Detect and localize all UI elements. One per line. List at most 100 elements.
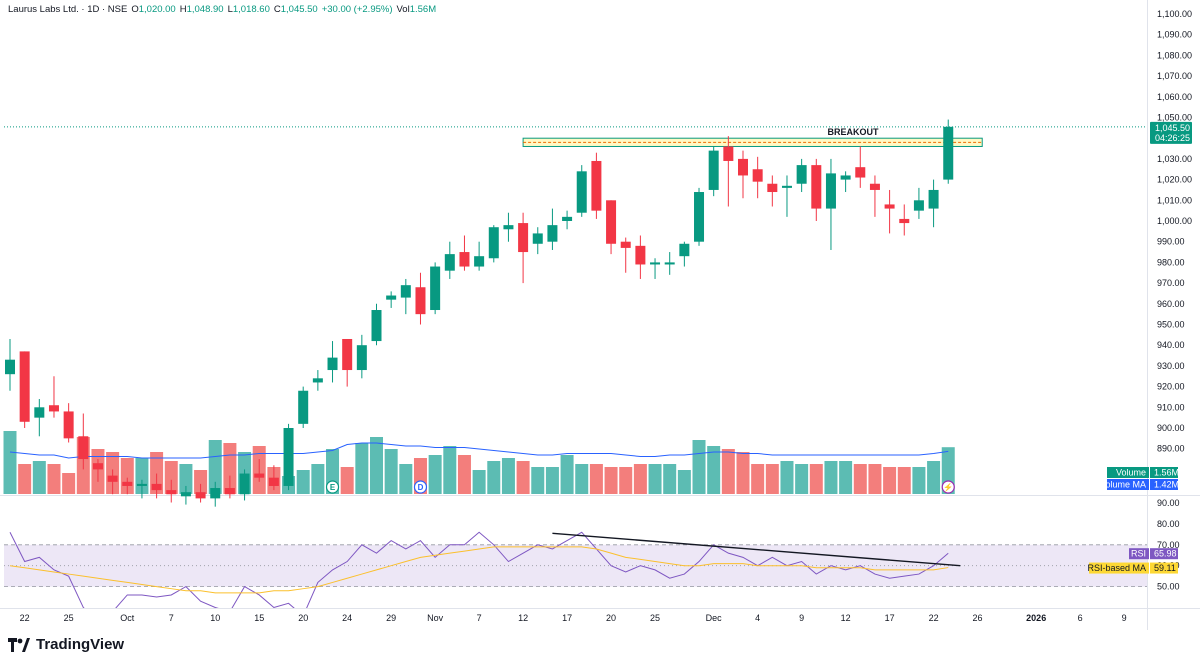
candle-body — [738, 158, 748, 176]
volume-tag-value: 1.42M — [1154, 480, 1179, 490]
candle — [738, 150, 748, 199]
candle-body — [943, 126, 954, 180]
volume-bar — [62, 473, 76, 494]
candle-body — [224, 488, 235, 495]
volume-bar — [736, 452, 750, 494]
volume-bar — [311, 464, 325, 494]
time-tick-label: 24 — [342, 613, 352, 623]
candle — [48, 376, 59, 418]
event-marker[interactable]: D — [413, 480, 428, 494]
last-price-value: 1,045.50 — [1155, 123, 1190, 133]
price-tick-label: 1,080.00 — [1157, 50, 1192, 60]
candle-body — [180, 492, 191, 497]
vol-value: 1.56M — [409, 4, 437, 15]
time-tick-label: Dec — [706, 613, 723, 623]
volume-ma-polyline — [9, 442, 949, 459]
volume-bar — [897, 467, 911, 494]
candle — [268, 465, 279, 491]
breakout-zone: BREAKOUT — [4, 126, 1147, 147]
price-tick-label: 1,030.00 — [1157, 154, 1192, 164]
volume-bar — [824, 461, 838, 494]
rsi-tick-label: 50.00 — [1157, 582, 1180, 592]
candle-body — [708, 150, 719, 190]
candle — [5, 338, 15, 391]
volume-bar — [164, 461, 178, 494]
candle-body — [606, 200, 617, 244]
rsi-line — [9, 531, 949, 608]
candle — [825, 158, 836, 250]
candle — [400, 278, 411, 315]
candle-body — [650, 262, 661, 265]
candle — [312, 370, 323, 391]
candle — [298, 386, 309, 428]
volume-bar — [663, 464, 677, 494]
candle — [752, 156, 763, 199]
volume-bar — [296, 470, 310, 494]
price-tick-label: 1,020.00 — [1157, 175, 1192, 185]
volume-tag-label-bg — [1107, 479, 1149, 490]
price-tick-label: 1,000.00 — [1157, 216, 1192, 226]
event-markers[interactable]: E D ⚡ — [325, 480, 955, 494]
tradingview-logo[interactable]: TradingView — [8, 636, 124, 653]
rsi-tag-label-bg — [1129, 548, 1149, 560]
candle-body — [532, 233, 543, 244]
time-tick-label: 25 — [650, 613, 660, 623]
candle-body — [19, 351, 30, 422]
price-tick-label: 940.00 — [1157, 340, 1185, 350]
event-marker[interactable]: E — [325, 480, 340, 494]
candle — [840, 171, 851, 193]
candle-body — [474, 256, 485, 267]
candle-body — [694, 192, 705, 242]
candle — [371, 303, 382, 346]
candle — [459, 235, 470, 271]
volume-bar — [883, 467, 897, 494]
price-tick-label: 900.00 — [1157, 423, 1185, 433]
candle-body — [415, 287, 426, 315]
candle-body — [312, 378, 323, 383]
main-pane[interactable] — [0, 0, 1200, 630]
volume-bar — [340, 467, 354, 494]
candle-body — [811, 165, 822, 209]
rsi-tag-value-bg — [1150, 548, 1178, 560]
candle — [518, 212, 529, 284]
candle-body — [869, 183, 880, 190]
volume-bar — [179, 464, 193, 494]
volume-bar — [619, 467, 633, 494]
candle-body — [254, 473, 265, 478]
event-marker[interactable]: ⚡ — [941, 480, 955, 494]
candle-body — [664, 262, 675, 265]
time-tick-label: 22 — [20, 613, 30, 623]
price-axis[interactable]: 1,100.00 1,090.00 1,080.00 1,070.00 1,060.00… — [1157, 9, 1192, 592]
rsi-pane[interactable] — [4, 531, 1147, 620]
symbol-legend: Laurus Labs Ltd. · 1D · NSE O1,020.00 H1… — [8, 4, 436, 15]
event-marker-circle — [941, 480, 955, 494]
volume-tag-value-bg — [1150, 479, 1178, 490]
volume-bar — [912, 467, 926, 494]
candle — [430, 262, 441, 315]
volume-bar — [370, 437, 383, 494]
candle — [136, 479, 147, 499]
candle-body — [518, 223, 529, 253]
candle-body — [884, 204, 895, 209]
volume-bar — [927, 461, 941, 494]
time-axis[interactable]: 22 25 Oct 7 10 15 20 24 29 Nov 7 12 17 20 25 Dec 4 9 12 17 2… — [20, 613, 1127, 623]
high-value: 1,048.90 — [186, 4, 224, 15]
candle — [34, 399, 45, 437]
volume-bar — [516, 461, 530, 494]
candle — [913, 187, 924, 219]
volume-bar — [809, 464, 823, 494]
time-tick-label: Nov — [427, 613, 444, 623]
volume-bar — [751, 464, 765, 494]
candle — [943, 119, 954, 184]
rsi-tick-label: 80.00 — [1157, 519, 1180, 529]
volume-bar — [765, 464, 779, 494]
time-tick-label: 20 — [606, 613, 616, 623]
candle-body — [635, 245, 646, 265]
volume-bar — [531, 467, 545, 494]
candle — [210, 481, 221, 507]
candle — [664, 252, 675, 275]
time-tick-label: 10 — [210, 613, 220, 623]
candle — [122, 477, 133, 495]
volume-bar — [355, 443, 369, 494]
